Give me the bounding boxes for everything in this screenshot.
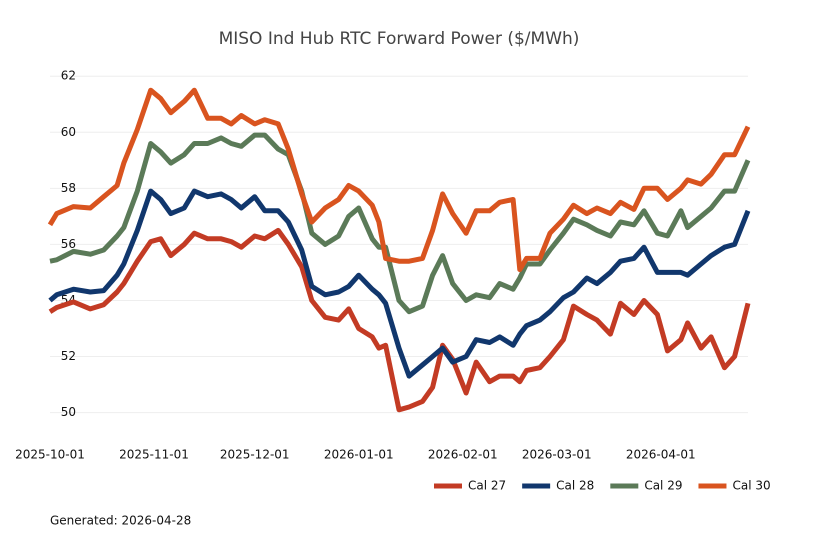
footnote: Generated: 2026-04-28 [50, 514, 191, 528]
x-tick-label: 2025-12-01 [220, 448, 290, 462]
series-line [48, 227, 751, 413]
x-tick-label: 2025-10-01 [15, 448, 85, 462]
y-tick-label: 56 [61, 237, 76, 251]
series-line [49, 132, 751, 315]
y-tick-label: 52 [61, 349, 76, 363]
y-tick-label: 58 [61, 181, 76, 195]
x-tick-label: 2025-11-01 [119, 448, 189, 462]
legend: Cal 27 Cal 28 Cal 29 Cal 30 [434, 479, 771, 493]
legend-label: Cal 29 [644, 479, 682, 493]
chart-title: MISO Ind Hub RTC Forward Power ($/MWh) [219, 29, 580, 49]
y-tick-label: 60 [61, 125, 76, 139]
series-line [48, 188, 751, 379]
legend-label: Cal 28 [556, 479, 594, 493]
x-tick-label: 2026-04-01 [626, 448, 696, 462]
legend-label: Cal 27 [468, 479, 506, 493]
series-line [47, 87, 751, 273]
y-tick-label: 50 [61, 405, 76, 419]
legend-label: Cal 30 [732, 479, 770, 493]
y-tick-label: 62 [61, 69, 76, 83]
x-tick-label: 2026-03-01 [522, 448, 592, 462]
x-tick-label: 2026-02-01 [428, 448, 498, 462]
x-tick-label: 2026-01-01 [324, 448, 394, 462]
